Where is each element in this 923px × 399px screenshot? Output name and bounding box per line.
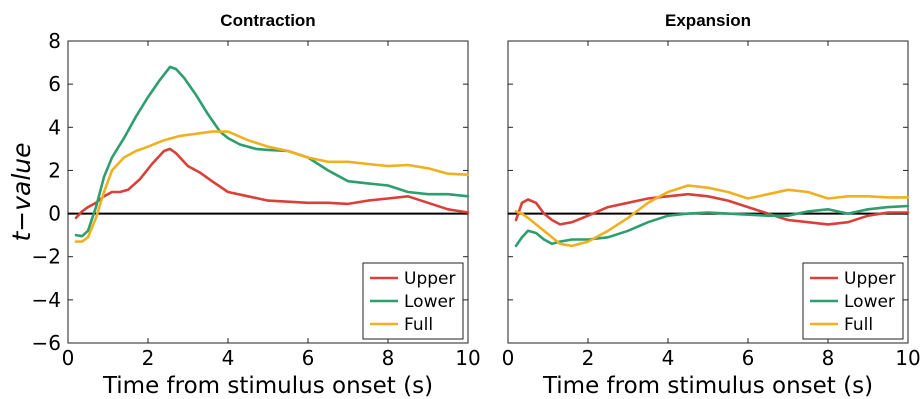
legend-label-upper: Upper	[844, 269, 895, 289]
series-line-upper	[74, 147, 470, 220]
contraction-panel: Contraction 0 2 4 6 8 10 −6 −4 −2 0 2 4 6 8 Upper Lower F…	[7, 11, 481, 399]
expansion-panel: Expansion 0 2 4 6 8 10 Upper Lower Full Time from …	[502, 11, 921, 399]
x-tick-label: 0	[502, 346, 515, 370]
series-line-lower	[514, 204, 910, 248]
legend-label-upper: Upper	[404, 269, 455, 289]
y-tick-label: −2	[32, 245, 61, 269]
x-tick-label: 8	[822, 346, 835, 370]
legend-label-lower: Lower	[404, 292, 455, 312]
x-tick-label: 2	[582, 346, 595, 370]
legend-label-full: Full	[844, 315, 873, 335]
x-tick-label: 10	[895, 346, 920, 370]
x-tick-label: 4	[222, 346, 235, 370]
x-tick-label: 0	[62, 346, 75, 370]
x-tick-label: 6	[742, 346, 755, 370]
x-tick-label: 2	[142, 346, 155, 370]
panel-title: Contraction	[220, 11, 315, 30]
y-tick-label: 6	[48, 72, 61, 96]
x-tick-label: 6	[302, 346, 315, 370]
x-axis-label: Time from stimulus onset (s)	[102, 373, 433, 399]
legend: Upper Lower Full	[802, 262, 904, 340]
x-tick-label: 10	[455, 346, 480, 370]
x-tick-label: 4	[662, 346, 675, 370]
y-tick-label: 2	[48, 158, 61, 182]
panel-title: Expansion	[665, 11, 751, 30]
x-tick-label: 8	[382, 346, 395, 370]
series-line-full	[514, 184, 910, 248]
legend: Upper Lower Full	[362, 262, 464, 340]
series-line-lower	[74, 65, 470, 238]
y-axis-label: t−value	[7, 142, 36, 241]
legend-label-full: Full	[404, 315, 433, 335]
series-line-full	[74, 130, 470, 243]
y-tick-label: −4	[32, 288, 61, 312]
y-tick-label: −6	[32, 331, 61, 355]
legend-label-lower: Lower	[844, 292, 895, 312]
x-axis-label: Time from stimulus onset (s)	[542, 373, 873, 399]
y-tick-label: 0	[48, 202, 61, 226]
series-line-upper	[514, 192, 910, 226]
y-tick-label: 8	[48, 29, 61, 53]
y-tick-label: 4	[48, 115, 61, 139]
